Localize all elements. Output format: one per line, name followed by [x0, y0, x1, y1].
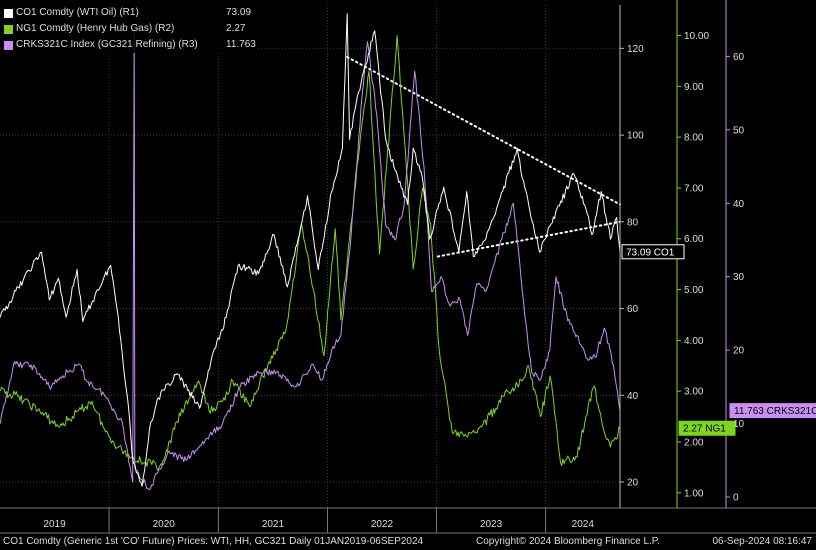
r1-tick-label: 20 [627, 477, 639, 488]
footer-source: CO1 Comdty (Generic 1st 'CO' Future) Pri… [3, 536, 424, 547]
series-line-co1 [0, 13, 621, 487]
r3-tick-label: 0 [733, 492, 739, 503]
r3-tick-label: 40 [733, 199, 745, 210]
r2-tick-label: 6.00 [684, 234, 704, 245]
r1-tick-label: 60 [627, 304, 639, 315]
tag-label-ng1: 2.27 NG1 [683, 424, 726, 435]
x-tick-label: 2021 [262, 519, 285, 530]
last-value-tags: 73.09 CO1 11.763 CRKS321C 2.27 NG1 [621, 244, 816, 436]
legend-value-ng1: 2.27 [226, 23, 246, 34]
axes: 2019 2020 2021 2022 2023 2024204060801001201.… [0, 0, 816, 534]
legend-value-crk: 11.763 [226, 39, 256, 50]
r1-tick-label: 100 [627, 131, 644, 142]
r2-tick-label: 10.00 [684, 31, 709, 42]
legend-item-ng1: NG1 Comdty (Henry Hub Gas) (R2) 2.27 [4, 21, 256, 37]
legend-label-co1: CO1 Comdty (WTI Oil) (R1) [16, 7, 139, 18]
series-line-crk [0, 26, 621, 491]
series-lines [0, 13, 621, 491]
tag-box-co1 [621, 244, 685, 260]
trendline [346, 56, 621, 206]
r2-tick-label: 4.00 [684, 336, 704, 347]
legend: CO1 Comdty (WTI Oil) (R1) 73.09 NG1 Comd… [4, 5, 256, 53]
x-tick-label: 2022 [371, 519, 394, 530]
tag-label-co1: 73.09 CO1 [626, 247, 675, 258]
r3-tick-label: 50 [733, 125, 745, 136]
legend-swatch-ng1 [4, 24, 13, 34]
r2-tick-label: 9.00 [684, 82, 704, 93]
x-tick-label: 2019 [43, 519, 66, 530]
r1-tick-label: 80 [627, 217, 639, 228]
footer: CO1 Comdty (Generic 1st 'CO' Future) Pri… [0, 534, 816, 550]
footer-copyright: Copyright© 2024 Bloomberg Finance L.P. [476, 536, 660, 547]
tag-box-ng1 [678, 420, 736, 436]
legend-label-ng1: NG1 Comdty (Henry Hub Gas) (R2) [16, 23, 175, 34]
r2-tick-label: 3.00 [684, 387, 704, 398]
r1-tick-label: 120 [627, 44, 644, 55]
legend-item-co1: CO1 Comdty (WTI Oil) (R1) 73.09 [4, 5, 256, 21]
x-tick-label: 2024 [572, 519, 595, 530]
x-tick-label: 2023 [480, 519, 503, 530]
footer-timestamp: 06-Sep-2024 08:16:47 [712, 536, 812, 547]
chart: 2019 2020 2021 2022 2023 2024204060801001201.… [0, 0, 816, 534]
r1-tick-label: 40 [627, 391, 639, 402]
legend-swatch-co1 [4, 8, 13, 18]
legend-value-co1: 73.09 [226, 7, 252, 18]
legend-label-crk: CRKS321C Index (GC321 Refining) (R3) [16, 39, 198, 50]
series-line-ng1 [0, 35, 621, 471]
r2-tick-label: 1.00 [684, 488, 704, 499]
tag-label-crk: 11.763 CRKS321C [734, 406, 816, 417]
trendlines [346, 56, 621, 258]
legend-swatch-crk [4, 40, 13, 50]
r3-tick-label: 60 [733, 52, 745, 63]
trendline [436, 220, 621, 258]
r3-tick-label: 10 [733, 419, 745, 430]
r2-tick-label: 8.00 [684, 133, 704, 144]
r2-tick-label: 7.00 [684, 183, 704, 194]
r3-tick-label: 20 [733, 346, 745, 357]
tag-box-crk [729, 403, 816, 419]
r3-tick-label: 30 [733, 272, 745, 283]
x-tick-label: 2020 [153, 519, 176, 530]
legend-item-crk: CRKS321C Index (GC321 Refining) (R3) 11.… [4, 37, 256, 53]
grid [0, 5, 620, 508]
r2-tick-label: 2.00 [684, 437, 704, 448]
r2-tick-label: 5.00 [684, 285, 704, 296]
